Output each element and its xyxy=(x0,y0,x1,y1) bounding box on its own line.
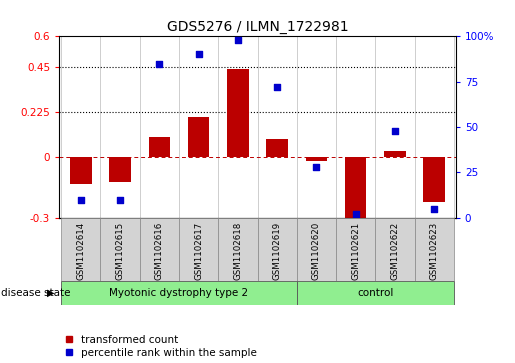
Bar xyxy=(336,218,375,281)
Text: GSM1102618: GSM1102618 xyxy=(233,222,243,281)
Text: control: control xyxy=(357,288,393,298)
Point xyxy=(391,128,399,134)
Point xyxy=(430,206,438,212)
Text: GSM1102614: GSM1102614 xyxy=(76,222,85,281)
Text: GSM1102620: GSM1102620 xyxy=(312,222,321,281)
Bar xyxy=(70,157,92,184)
Text: GSM1102623: GSM1102623 xyxy=(430,222,439,281)
Point xyxy=(234,37,242,43)
Bar xyxy=(179,218,218,281)
Text: GSM1102622: GSM1102622 xyxy=(390,222,400,281)
Point xyxy=(312,164,320,170)
Bar xyxy=(61,281,297,305)
Bar xyxy=(109,157,131,182)
Bar xyxy=(218,218,258,281)
Text: disease state: disease state xyxy=(1,288,71,298)
Point xyxy=(195,52,203,57)
Bar xyxy=(258,218,297,281)
Bar xyxy=(100,218,140,281)
Legend: transformed count, percentile rank within the sample: transformed count, percentile rank withi… xyxy=(64,335,257,358)
Text: ▶: ▶ xyxy=(46,288,54,298)
Bar xyxy=(297,218,336,281)
Text: Myotonic dystrophy type 2: Myotonic dystrophy type 2 xyxy=(109,288,249,298)
Bar xyxy=(297,281,454,305)
Point xyxy=(273,84,281,90)
Text: GSM1102621: GSM1102621 xyxy=(351,222,360,281)
Text: GSM1102616: GSM1102616 xyxy=(155,222,164,281)
Bar xyxy=(61,218,100,281)
Point xyxy=(352,211,360,217)
Bar xyxy=(345,157,367,222)
Bar xyxy=(266,139,288,157)
Text: GSM1102615: GSM1102615 xyxy=(115,222,125,281)
Title: GDS5276 / ILMN_1722981: GDS5276 / ILMN_1722981 xyxy=(167,20,348,34)
Bar xyxy=(188,117,210,157)
Point xyxy=(155,61,163,66)
Bar xyxy=(423,157,445,202)
Bar xyxy=(305,157,327,161)
Bar xyxy=(148,137,170,157)
Text: GSM1102619: GSM1102619 xyxy=(272,222,282,280)
Point xyxy=(77,197,85,203)
Bar xyxy=(375,218,415,281)
Bar xyxy=(140,218,179,281)
Bar xyxy=(415,218,454,281)
Point xyxy=(116,197,124,203)
Text: GSM1102617: GSM1102617 xyxy=(194,222,203,281)
Bar xyxy=(384,151,406,157)
Bar xyxy=(227,69,249,157)
